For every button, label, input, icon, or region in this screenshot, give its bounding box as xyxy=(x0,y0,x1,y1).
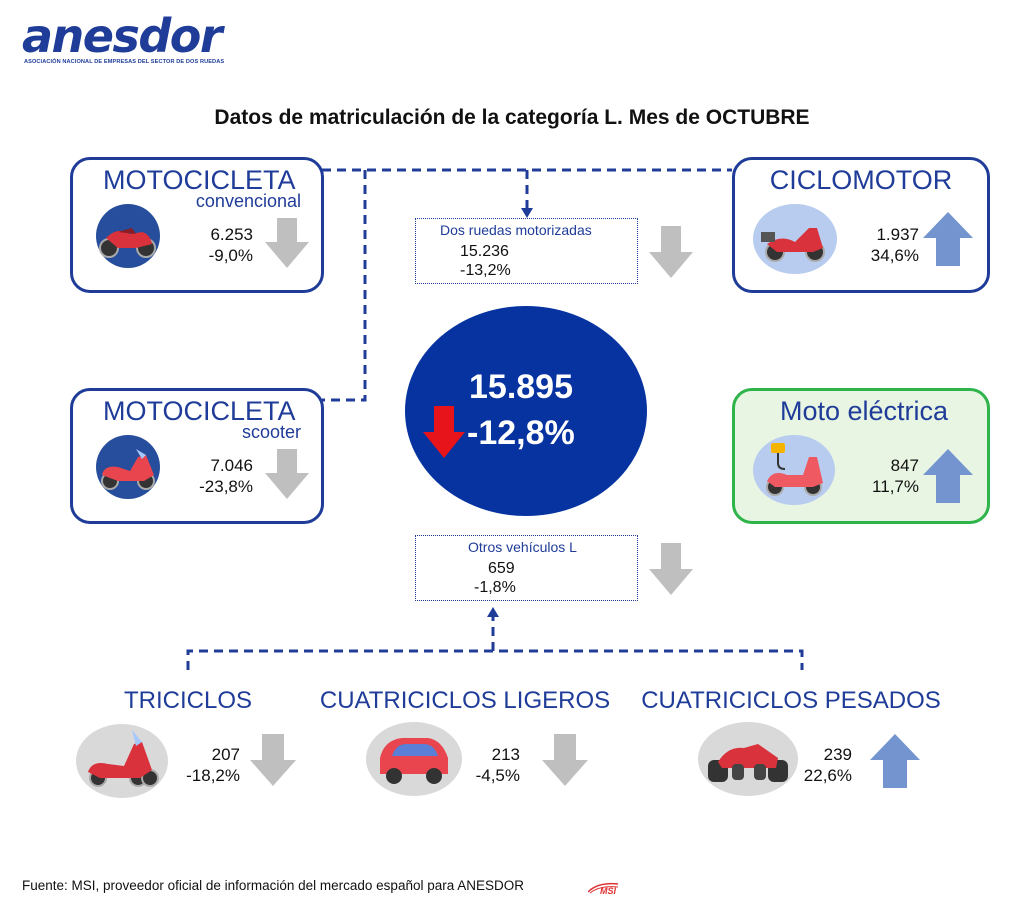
cuatri-ligeros-units: 213 xyxy=(491,745,520,764)
card-ciclomotor: CICLOMOTOR 1.937 34,6% xyxy=(732,157,990,293)
dos-ruedas-units: 15.236 xyxy=(460,243,509,260)
otros-label: Otros vehículos L xyxy=(468,539,577,555)
triciclos-change: -18,2% xyxy=(186,766,240,785)
cuatri-ligeros-change: -4,5% xyxy=(475,766,520,785)
msi-logo-icon xyxy=(588,882,618,894)
card-moto-scooter: MOTOCICLETA scooter 7.046 -23,8% xyxy=(70,388,324,524)
card-title: MOTOCICLETA xyxy=(103,165,296,195)
card-subtitle: scooter xyxy=(241,422,301,442)
anesdor-logo-subtitle: ASOCIACIÓN NACIONAL DE EMPRESAS DEL SECT… xyxy=(24,59,225,65)
arrow-down-icon xyxy=(542,734,588,786)
total-units: 15.895 xyxy=(469,368,573,406)
dos-ruedas-label: Dos ruedas motorizadas xyxy=(440,222,592,238)
triciclos-title: TRICICLOS xyxy=(123,687,252,714)
card-moto-electrica: Moto eléctrica 847 11,7% xyxy=(732,388,990,524)
electric-scooter-icon xyxy=(753,435,835,505)
cuatri-pesados-units: 239 xyxy=(823,745,852,764)
source-footnote: Fuente: MSI, proveedor oficial de inform… xyxy=(22,878,525,893)
card-title: MOTOCICLETA xyxy=(103,396,296,426)
cuatri-pesados-title: CUATRICICLOS PESADOS xyxy=(641,687,941,714)
change-value: -9,0% xyxy=(208,246,253,265)
card-title: CICLOMOTOR xyxy=(769,165,953,195)
moped-icon xyxy=(753,204,837,274)
dos-ruedas-change: -13,2% xyxy=(460,262,511,279)
car-icon xyxy=(366,722,462,796)
otros-change: -1,8% xyxy=(474,579,516,596)
arrow-down-red-icon xyxy=(423,406,465,458)
motorcycle-icon xyxy=(96,204,160,268)
quad-icon xyxy=(698,722,798,796)
total-circle: 15.895 -12,8% xyxy=(405,306,647,516)
arrow-up-icon xyxy=(870,734,920,788)
arrow-down-icon xyxy=(250,734,296,786)
arrow-down-icon xyxy=(265,449,309,499)
units-value: 6.253 xyxy=(210,225,253,244)
units-value: 1.937 xyxy=(876,225,919,244)
msi-logo-text: MSI xyxy=(600,886,617,896)
card-subtitle: convencional xyxy=(195,191,301,211)
dos-ruedas-box: Dos ruedas motorizadas 15.236 -13,2% xyxy=(415,218,638,284)
trike-icon xyxy=(76,724,168,798)
cuatri-pesados-change: 22,6% xyxy=(803,766,852,785)
units-value: 7.046 xyxy=(210,456,253,475)
change-value: 34,6% xyxy=(870,246,919,265)
card-moto-convencional: MOTOCICLETA convencional 6.253 -9,0% xyxy=(70,157,324,293)
change-value: 11,7% xyxy=(872,477,919,496)
units-value: 847 xyxy=(890,456,919,475)
arrow-down-icon xyxy=(649,543,693,595)
arrow-up-icon xyxy=(923,212,973,266)
cuatri-ligeros-title: CUATRICICLOS LIGEROS xyxy=(319,687,611,714)
change-value: -23,8% xyxy=(199,477,253,496)
triciclos-units: 207 xyxy=(211,745,240,764)
card-title: Moto eléctrica xyxy=(779,396,949,426)
arrow-down-icon xyxy=(649,226,693,278)
anesdor-logo: anesdor xyxy=(22,9,223,63)
otros-box: Otros vehículos L 659 -1,8% xyxy=(415,535,638,601)
total-change: -12,8% xyxy=(467,414,575,452)
page-title: Datos de matriculación de la categoría L… xyxy=(214,106,810,129)
arrow-up-icon xyxy=(923,449,973,503)
scooter-icon xyxy=(96,435,160,499)
arrow-down-icon xyxy=(265,218,309,268)
otros-units: 659 xyxy=(488,560,515,577)
